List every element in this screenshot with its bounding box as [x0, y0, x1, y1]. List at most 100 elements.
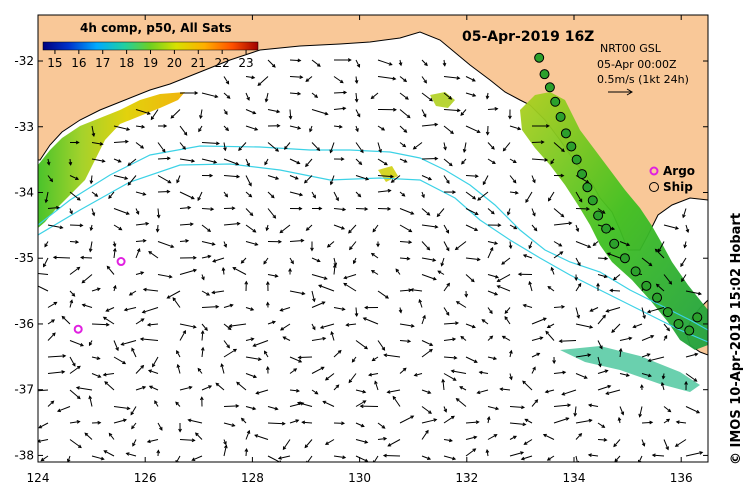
current-arrow	[352, 257, 357, 265]
current-arrow	[289, 191, 304, 197]
current-arrow	[301, 420, 313, 425]
current-arrow	[481, 319, 489, 325]
current-arrow	[443, 282, 450, 292]
current-arrow	[465, 208, 479, 216]
current-arrow	[311, 206, 323, 211]
current-arrow	[377, 290, 390, 299]
ship-marker	[684, 325, 695, 336]
current-arrow	[575, 323, 594, 329]
current-arrow	[201, 290, 211, 296]
current-arrow	[592, 241, 599, 247]
current-arrow	[91, 208, 96, 217]
current-arrow	[91, 373, 102, 378]
ship-marker	[630, 266, 641, 277]
current-arrow	[333, 384, 340, 391]
current-arrow	[443, 158, 453, 167]
current-arrow	[47, 301, 58, 308]
current-arrow	[106, 265, 115, 275]
current-arrow	[245, 337, 255, 342]
current-arrow	[421, 59, 428, 67]
current-arrow	[157, 241, 175, 249]
current-arrow	[311, 366, 325, 374]
x-axis: 124 126 128 130 132 134 136	[27, 15, 693, 485]
current-arrow	[179, 323, 197, 329]
ship-marker	[601, 223, 612, 234]
current-arrow	[355, 158, 363, 166]
isobath-slope	[38, 163, 708, 343]
current-arrow	[421, 241, 431, 251]
current-arrow	[641, 373, 652, 378]
current-arrow	[148, 250, 159, 259]
current-arrow	[443, 415, 455, 424]
current-arrow	[351, 356, 357, 363]
current-arrow	[279, 224, 291, 234]
current-arrow	[487, 246, 494, 259]
ship-marker	[692, 312, 703, 323]
current-arrow	[509, 451, 525, 457]
current-arrow	[355, 109, 361, 118]
current-arrow	[81, 274, 93, 284]
current-arrow	[191, 455, 203, 461]
ship-legend-label: Ship	[663, 180, 693, 194]
current-arrow	[399, 339, 412, 344]
current-arrow	[201, 274, 205, 281]
current-arrow	[75, 386, 93, 391]
current-arrow	[289, 206, 303, 211]
current-arrow	[38, 272, 49, 275]
current-arrow	[355, 400, 367, 407]
current-arrow	[465, 76, 476, 82]
current-arrow	[552, 356, 556, 365]
current-arrow	[597, 356, 602, 368]
current-arrow	[245, 373, 258, 379]
current-arrow	[509, 175, 517, 184]
current-arrow	[223, 422, 236, 427]
current-arrow	[333, 207, 347, 212]
current-arrow	[509, 405, 526, 410]
current-arrow	[263, 257, 269, 265]
colorbar-tick-label: 21	[191, 56, 206, 70]
current-arrow	[69, 191, 81, 201]
current-arrow	[211, 290, 225, 295]
current-arrow	[520, 455, 533, 461]
current-arrow	[421, 175, 433, 181]
colorbar-ticks: 15 16 17 18 19 20 21 22 23	[47, 50, 254, 70]
current-arrow	[240, 257, 247, 264]
y-tick-label: -34	[14, 185, 34, 199]
current-arrow	[398, 59, 403, 67]
current-arrow	[47, 332, 56, 341]
current-arrow	[443, 307, 450, 316]
current-arrow	[641, 439, 646, 447]
current-arrow	[619, 406, 625, 416]
current-arrow	[399, 109, 411, 119]
current-arrow	[311, 257, 321, 263]
current-arrow	[442, 59, 447, 67]
current-arrow	[311, 191, 316, 199]
current-arrow	[575, 373, 588, 379]
current-arrow	[311, 290, 316, 303]
current-arrow	[395, 268, 401, 275]
current-arrow	[675, 420, 687, 424]
ship-marker	[577, 169, 588, 180]
current-arrow	[398, 307, 403, 314]
ship-marker	[673, 318, 684, 329]
current-arrow	[223, 76, 230, 85]
current-arrow	[157, 124, 168, 128]
current-arrow	[443, 455, 457, 461]
current-arrow	[658, 241, 665, 253]
current-arrow	[221, 267, 226, 275]
current-arrow	[223, 444, 228, 457]
y-tick-label: -38	[14, 448, 34, 462]
current-arrow	[465, 174, 479, 179]
current-arrow	[368, 372, 379, 377]
current-arrow	[597, 438, 608, 442]
current-arrow	[597, 369, 609, 374]
current-arrow	[575, 307, 581, 319]
current-arrow	[179, 438, 196, 443]
current-arrow	[38, 439, 49, 443]
current-arrow	[179, 158, 196, 163]
current-arrow	[359, 404, 379, 409]
current-arrow	[329, 142, 335, 154]
current-arrow	[172, 297, 181, 308]
current-arrow	[477, 191, 489, 201]
y-tick-label: -32	[14, 54, 34, 68]
